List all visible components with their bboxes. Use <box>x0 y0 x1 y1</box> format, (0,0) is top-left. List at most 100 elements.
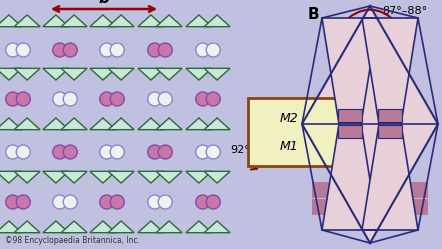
Circle shape <box>148 92 162 106</box>
Polygon shape <box>43 118 69 130</box>
Polygon shape <box>14 171 40 183</box>
Polygon shape <box>186 171 212 183</box>
Circle shape <box>158 43 172 57</box>
Polygon shape <box>0 15 22 27</box>
Polygon shape <box>156 68 182 80</box>
Circle shape <box>158 92 172 106</box>
Polygon shape <box>204 68 230 80</box>
Polygon shape <box>0 68 22 80</box>
Bar <box>312 199 428 215</box>
Text: b: b <box>99 0 110 6</box>
Circle shape <box>206 145 220 159</box>
Polygon shape <box>108 171 134 183</box>
Text: B: B <box>307 6 319 21</box>
Circle shape <box>258 138 274 154</box>
Polygon shape <box>61 15 87 27</box>
Polygon shape <box>61 221 87 233</box>
Circle shape <box>63 195 77 209</box>
Circle shape <box>110 92 124 106</box>
Circle shape <box>100 92 114 106</box>
Polygon shape <box>302 6 438 243</box>
Circle shape <box>100 145 114 159</box>
Polygon shape <box>362 124 418 230</box>
Polygon shape <box>138 15 164 27</box>
Circle shape <box>110 195 124 209</box>
Circle shape <box>16 195 30 209</box>
Text: M1: M1 <box>280 139 299 152</box>
Circle shape <box>53 145 67 159</box>
Polygon shape <box>138 171 164 183</box>
Polygon shape <box>43 15 69 27</box>
Polygon shape <box>0 118 22 130</box>
Circle shape <box>196 92 210 106</box>
Bar <box>338 109 362 122</box>
Circle shape <box>158 195 172 209</box>
Polygon shape <box>204 221 230 233</box>
Polygon shape <box>186 68 212 80</box>
Bar <box>378 109 402 122</box>
Polygon shape <box>43 221 69 233</box>
Circle shape <box>6 92 20 106</box>
Circle shape <box>6 195 20 209</box>
Text: 87°–88°: 87°–88° <box>382 6 427 16</box>
Circle shape <box>16 92 30 106</box>
Circle shape <box>196 145 210 159</box>
Polygon shape <box>43 68 69 80</box>
Circle shape <box>63 43 77 57</box>
Circle shape <box>148 195 162 209</box>
Text: ©98 Encyclopaedia Britannica, Inc.: ©98 Encyclopaedia Britannica, Inc. <box>5 236 140 245</box>
Circle shape <box>158 145 172 159</box>
Polygon shape <box>0 171 22 183</box>
Circle shape <box>196 43 210 57</box>
Circle shape <box>100 43 114 57</box>
Circle shape <box>6 43 20 57</box>
Circle shape <box>100 195 114 209</box>
Text: 92°–93°: 92°–93° <box>230 145 275 155</box>
Polygon shape <box>14 15 40 27</box>
Polygon shape <box>90 171 116 183</box>
Polygon shape <box>14 221 40 233</box>
Polygon shape <box>43 171 69 183</box>
Polygon shape <box>90 221 116 233</box>
Polygon shape <box>108 118 134 130</box>
FancyBboxPatch shape <box>248 98 340 166</box>
Polygon shape <box>61 171 87 183</box>
Polygon shape <box>108 221 134 233</box>
Circle shape <box>63 145 77 159</box>
Circle shape <box>206 43 220 57</box>
Circle shape <box>196 195 210 209</box>
Polygon shape <box>138 68 164 80</box>
Polygon shape <box>322 124 378 230</box>
Polygon shape <box>14 68 40 80</box>
Polygon shape <box>61 118 87 130</box>
Bar <box>312 182 428 198</box>
Circle shape <box>53 92 67 106</box>
Polygon shape <box>204 118 230 130</box>
Polygon shape <box>156 221 182 233</box>
Circle shape <box>258 110 274 126</box>
Polygon shape <box>186 118 212 130</box>
Polygon shape <box>90 15 116 27</box>
Circle shape <box>206 195 220 209</box>
Polygon shape <box>108 15 134 27</box>
Polygon shape <box>90 118 116 130</box>
Circle shape <box>16 43 30 57</box>
Circle shape <box>110 43 124 57</box>
Polygon shape <box>156 171 182 183</box>
Polygon shape <box>362 18 418 124</box>
Polygon shape <box>156 15 182 27</box>
Polygon shape <box>61 68 87 80</box>
Polygon shape <box>186 221 212 233</box>
Circle shape <box>6 145 20 159</box>
Bar <box>338 125 362 138</box>
Polygon shape <box>186 15 212 27</box>
Polygon shape <box>14 118 40 130</box>
Circle shape <box>110 145 124 159</box>
Circle shape <box>16 145 30 159</box>
Polygon shape <box>204 15 230 27</box>
Polygon shape <box>156 118 182 130</box>
Polygon shape <box>204 171 230 183</box>
Circle shape <box>206 92 220 106</box>
Polygon shape <box>0 221 22 233</box>
Text: M2: M2 <box>280 112 299 124</box>
